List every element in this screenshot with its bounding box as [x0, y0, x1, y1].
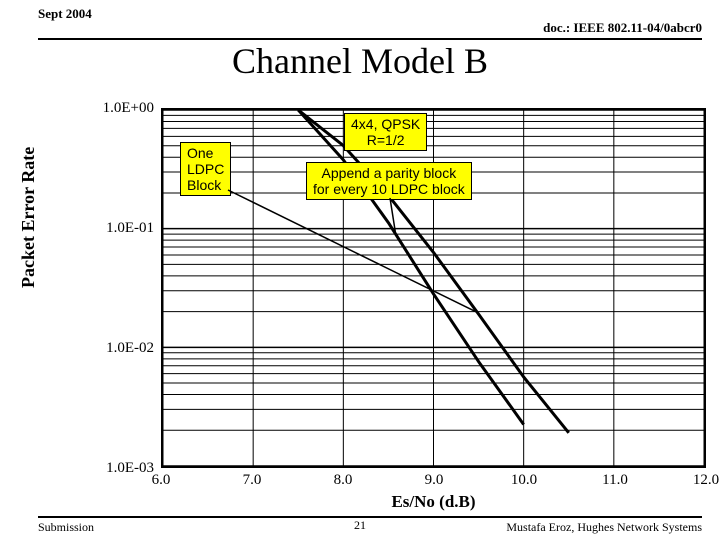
xtick-2: 8.0: [334, 472, 353, 489]
label-line: LDPC: [187, 161, 224, 177]
x-axis-label: Es/No (d.B): [161, 492, 706, 512]
footer-right: Mustafa Eroz, Hughes Network Systems: [506, 520, 702, 535]
y-axis-label: Packet Error Rate: [18, 147, 39, 288]
ytick-3: 1.0E-03: [106, 460, 154, 477]
label-line: Append a parity block: [322, 165, 457, 181]
ytick-2: 1.0E-02: [106, 340, 154, 357]
xtick-3: 9.0: [425, 472, 444, 489]
page-title: Channel Model B: [0, 40, 720, 82]
ytick-1: 1.0E-01: [106, 220, 154, 237]
config-label: 4x4, QPSK R=1/2: [344, 113, 427, 151]
label-line: R=1/2: [367, 132, 405, 148]
label-line: 4x4, QPSK: [351, 116, 420, 132]
label-line: One: [187, 145, 213, 161]
xtick-1: 7.0: [243, 472, 262, 489]
one-ldpc-block-label: One LDPC Block: [180, 142, 231, 196]
xtick-0: 6.0: [152, 472, 171, 489]
xtick-4: 10.0: [511, 472, 537, 489]
append-parity-label: Append a parity block for every 10 LDPC …: [306, 162, 472, 200]
label-line: for every 10 LDPC block: [313, 181, 465, 197]
ytick-0: 1.0E+00: [103, 100, 154, 117]
xtick-6: 12.0: [693, 472, 719, 489]
header-date: Sept 2004: [38, 6, 92, 22]
header-docid: doc.: IEEE 802.11-04/0abcr0: [543, 20, 702, 36]
xtick-5: 11.0: [602, 472, 628, 489]
label-line: Block: [187, 177, 221, 193]
